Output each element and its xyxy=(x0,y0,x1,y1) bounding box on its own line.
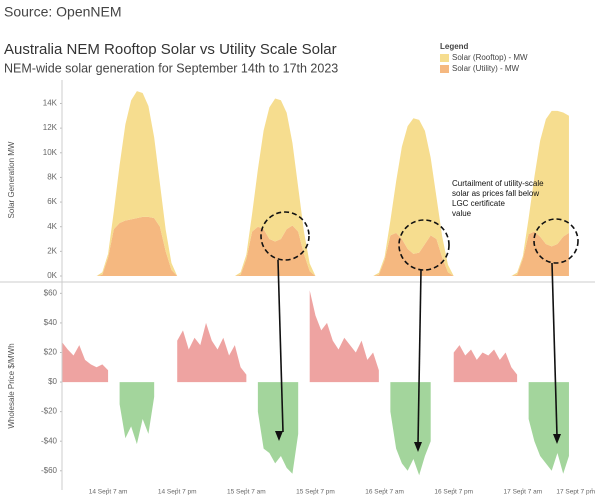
callout-circle xyxy=(260,211,310,261)
price-area xyxy=(62,342,109,383)
price-area xyxy=(453,345,518,383)
y-tick-label: -$40 xyxy=(41,436,58,445)
y-tick-label: -$20 xyxy=(41,407,58,416)
arrow xyxy=(417,269,422,445)
y-tick-label: -$60 xyxy=(41,466,58,475)
y-tick-label: 2K xyxy=(47,246,57,255)
source: Source: OpenNEM xyxy=(4,4,122,20)
chart-subtitle: NEM-wide solar generation for September … xyxy=(4,61,338,75)
annotations xyxy=(260,211,579,452)
y-tick-label: 4K xyxy=(47,222,57,231)
y-axis-title: Solar Generation MW xyxy=(7,141,16,218)
x-tick-label: 17 Sept 7 am xyxy=(504,489,543,496)
x-tick-label: 17 Sept 7 pm xyxy=(556,489,595,496)
callout-circle xyxy=(533,218,579,264)
arrow xyxy=(551,262,558,437)
price-area xyxy=(390,382,431,476)
legend-title: Legend xyxy=(440,42,469,51)
annotation-text: solar as prices fall below xyxy=(452,189,539,198)
area xyxy=(62,216,569,276)
y-tick-label: $60 xyxy=(44,288,58,297)
price-area xyxy=(309,290,379,383)
callout-circle xyxy=(398,219,450,271)
x-tick-label: 14 Sept 7 pm xyxy=(158,489,197,496)
y-tick-label: 0K xyxy=(47,271,57,280)
plots: 0K 2K 4K 6K 8K 10K 12K 14K Legend Solar (Rooftop)… xyxy=(0,42,595,496)
price-area xyxy=(119,382,155,445)
y-tick-label: 12K xyxy=(43,123,58,132)
arrow xyxy=(277,259,284,433)
x-tick-label: 15 Sept 7 am xyxy=(227,489,266,496)
price-area xyxy=(528,382,569,474)
x-tick-label: 16 Sept 7 am xyxy=(365,489,404,496)
y-tick-label: $0 xyxy=(48,377,57,386)
annotation-text: LGC certificate xyxy=(452,199,505,208)
chart-title: Australia NEM Rooftop Solar vs Utility S… xyxy=(4,41,337,58)
y-tick-label: $20 xyxy=(44,348,58,357)
legend-label: Solar (Utility) - MW xyxy=(452,64,520,73)
legend-swatch xyxy=(440,65,449,73)
y-tick-label: $40 xyxy=(44,318,58,327)
x-tick-label: 16 Sept 7 pm xyxy=(434,489,473,496)
price-area xyxy=(257,382,299,474)
arrow-head xyxy=(275,431,561,452)
legend-swatch xyxy=(440,54,449,62)
annotation-text: Curtailment of utility-scale xyxy=(452,179,544,188)
x-tick-label: 14 Sept 7 am xyxy=(89,489,128,496)
x-tick-label: 15 Sept 7 pm xyxy=(296,489,335,496)
price-area xyxy=(177,322,247,383)
legend-label: Solar (Rooftop) - MW xyxy=(452,53,528,62)
annotation-text: value xyxy=(452,209,472,218)
y-tick-label: 6K xyxy=(47,197,57,206)
y-tick-label: 8K xyxy=(47,173,57,182)
y-axis-title: Wholesale Price $/MWh xyxy=(7,343,16,428)
y-tick-label: 14K xyxy=(43,99,58,108)
y-tick-label: 10K xyxy=(43,148,58,157)
